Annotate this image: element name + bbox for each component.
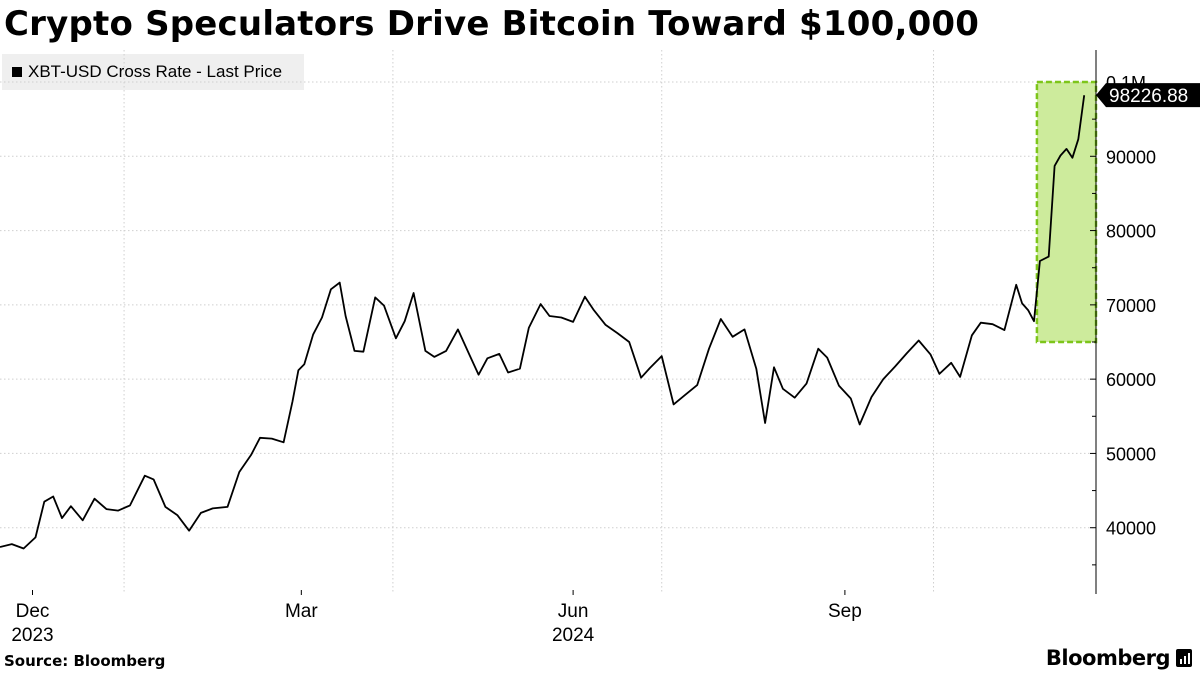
x-tick-label: Jun (558, 601, 589, 622)
series-line-layer (0, 95, 1086, 550)
highlight-rect (1035, 80, 1098, 344)
chart-title: Crypto Speculators Drive Bitcoin Toward … (4, 4, 980, 44)
x-year-label: 2023 (11, 625, 53, 646)
brand-name: Bloomberg (1045, 646, 1171, 670)
y-tick-label: 50000 (1106, 444, 1156, 464)
y-tick-label: 70000 (1106, 296, 1156, 316)
highlight-box (1035, 80, 1098, 344)
y-tick-label: 60000 (1106, 370, 1156, 390)
x-year-label: 2024 (552, 625, 595, 646)
legend-swatch (12, 67, 22, 77)
y-tick-label: 40000 (1106, 519, 1156, 539)
axes: 4000050000600007000080000900000.1MDec202… (11, 50, 1156, 646)
source-note: Source: Bloomberg (4, 652, 166, 670)
last-price-tag-bg (1096, 83, 1200, 108)
bloomberg-logo: Bloomberg (1046, 646, 1192, 670)
bloomberg-terminal-icon (1176, 649, 1192, 667)
y-tick-label: 80000 (1106, 222, 1156, 242)
legend-label: XBT-USD Cross Rate - Last Price (28, 62, 283, 81)
x-tick-label: Mar (285, 601, 318, 622)
x-tick-label: Sep (828, 601, 862, 622)
x-tick-label: Dec (16, 601, 50, 622)
last-price-tag: 98226.88 (1096, 83, 1200, 108)
legend: XBT-USD Cross Rate - Last Price (2, 54, 304, 90)
grid (0, 50, 1096, 594)
series-line (0, 95, 1086, 550)
last-price-value: 98226.88 (1109, 86, 1188, 107)
y-tick-label: 90000 (1106, 147, 1156, 167)
